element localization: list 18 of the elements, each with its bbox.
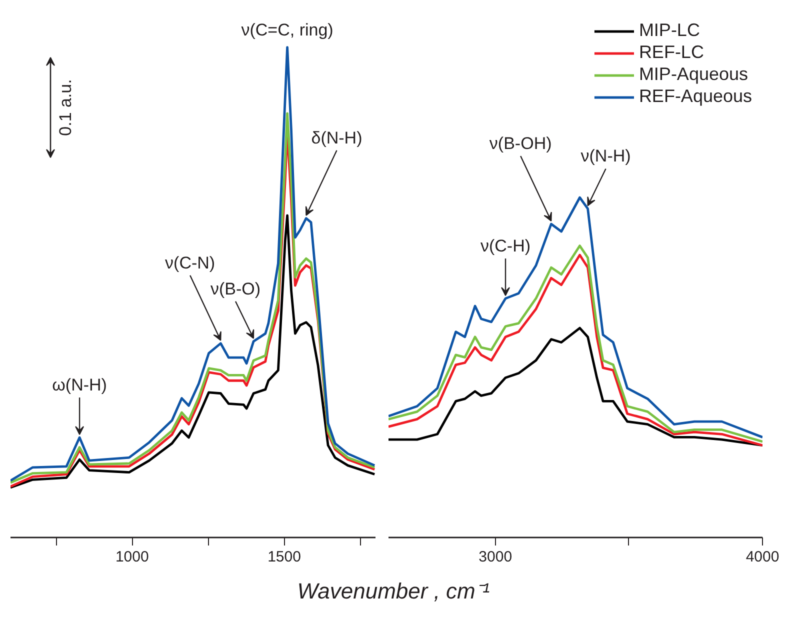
annotation: ν(B-O) bbox=[210, 279, 261, 298]
annotation: ν(C=C, ring) bbox=[241, 20, 334, 40]
annotation: ν(B-OH) bbox=[489, 134, 552, 154]
annotation: ν(C-H) bbox=[480, 236, 531, 256]
annotation: ν(C-N) bbox=[165, 253, 216, 272]
legend-label: REF-LC bbox=[638, 42, 704, 63]
x-tick-label: 3000 bbox=[478, 548, 512, 566]
annotation: δ(N-H) bbox=[311, 128, 362, 148]
annotation: ω(N-H) bbox=[52, 375, 107, 394]
x-tick-label: 1500 bbox=[268, 548, 301, 566]
x-axis-title: Wavenumber , cm⁻¹ bbox=[297, 578, 490, 604]
annotation: ν(N-H) bbox=[580, 146, 631, 166]
annotation: 0.1 a.u. bbox=[56, 79, 75, 136]
legend-label: MIP-Aqueous bbox=[638, 64, 748, 85]
legend-label: REF-Aqueous bbox=[638, 86, 752, 107]
x-tick-label: 4000 bbox=[746, 548, 780, 566]
legend-label: MIP-LC bbox=[638, 20, 700, 41]
x-tick-label: 1000 bbox=[115, 548, 149, 566]
